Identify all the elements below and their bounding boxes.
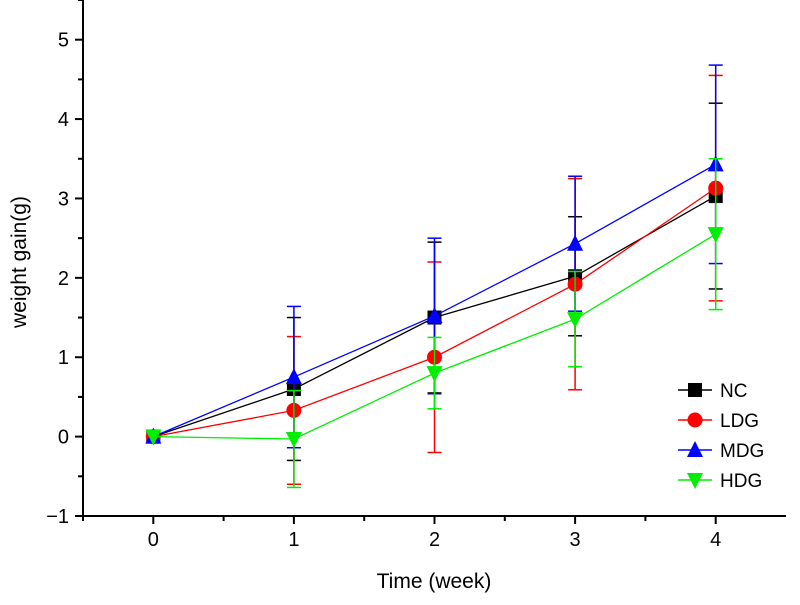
data-point [145, 429, 162, 446]
legend-marker [687, 412, 703, 428]
x-tick-label: 2 [429, 529, 440, 551]
axes: 0 1 2 3 4 −1 0 1 2 3 4 5 [46, 0, 786, 551]
y-tick-label: 1 [58, 347, 69, 369]
x-tick-label: 0 [148, 529, 159, 551]
legend-label: MDG [720, 441, 764, 462]
legend-item-ldg: LDG [678, 411, 759, 432]
legend-label: NC [720, 381, 747, 402]
legend-marker [687, 441, 703, 457]
x-tick-label: 4 [710, 529, 721, 551]
y-tick-label: 3 [58, 188, 69, 210]
x-axis-label: Time (week) [377, 570, 492, 593]
legend-marker [688, 383, 702, 397]
x-tick-label: 1 [288, 529, 299, 551]
legend-label: LDG [720, 411, 759, 432]
series-group [145, 64, 724, 489]
data-point [285, 431, 302, 448]
legend-label: HDG [720, 471, 762, 492]
legend-item-nc: NC [678, 381, 747, 402]
data-point [426, 306, 443, 323]
y-axis-label: weight gain(g) [8, 196, 31, 329]
series-hdg [145, 158, 724, 489]
y-tick-label: −1 [46, 506, 69, 528]
x-tick-label: 3 [570, 529, 581, 551]
y-tick-label: 0 [58, 427, 69, 449]
y-tick-label: 2 [58, 268, 69, 290]
legend-item-hdg: HDG [678, 471, 762, 492]
legend-item-mdg: MDG [678, 441, 764, 462]
legend: NC LDG MDG HDG [678, 381, 764, 492]
data-point [707, 227, 724, 244]
y-tick-label: 5 [58, 30, 69, 52]
data-point [567, 234, 584, 251]
y-tick-label: 4 [58, 109, 69, 131]
data-point [567, 312, 584, 329]
data-point [426, 366, 443, 383]
data-point [285, 368, 302, 385]
legend-marker [687, 473, 703, 489]
